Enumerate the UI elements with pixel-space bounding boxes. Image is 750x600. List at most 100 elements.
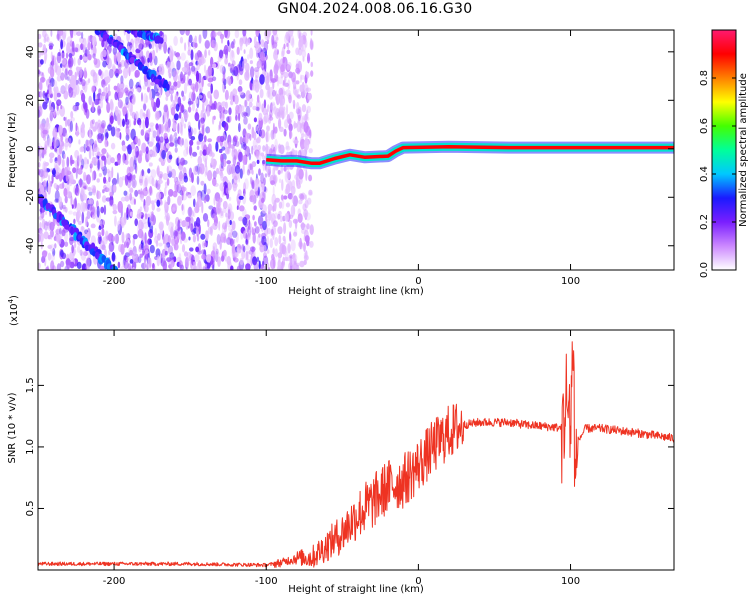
spectrogram-cell (281, 244, 287, 255)
spectrogram-cell (121, 144, 127, 152)
x-tick-label: 100 (561, 276, 580, 287)
spectrogram-cell (115, 72, 119, 79)
spectrogram-cell (175, 52, 181, 58)
spectrogram-cell (77, 210, 81, 218)
spectrogram-cell (291, 37, 295, 48)
spectrogram-cell (96, 189, 99, 200)
spectrogram-cell (203, 242, 208, 247)
spectrogram-cell (249, 163, 252, 171)
spectrogram-cell (162, 260, 167, 270)
spectrogram-cell (156, 192, 162, 201)
spectrogram-cell (102, 60, 107, 68)
spectrogram-cell (146, 86, 151, 93)
spectrogram-cell (42, 30, 47, 38)
spectrogram-cell (202, 30, 208, 39)
spectrogram-cell (259, 74, 265, 85)
spectrogram-cell (222, 158, 227, 168)
spectrogram-cell (176, 60, 181, 71)
spectrogram-cell (180, 157, 185, 166)
spectrogram-cell (151, 135, 155, 146)
spectrogram-cell (229, 115, 232, 122)
spectrogram-cell (174, 132, 178, 138)
spectrogram-cell (295, 262, 300, 267)
spectrogram-cell (113, 85, 118, 91)
spectrogram-cell (280, 263, 283, 270)
spectrogram-cell (204, 40, 210, 49)
spectrogram-cell (67, 63, 72, 68)
spectrogram-cell (179, 30, 185, 36)
spectrogram-cell (71, 244, 74, 254)
spectrogram-cell (172, 203, 178, 211)
spectrogram-cell (310, 70, 314, 77)
spectrogram-cell (188, 91, 194, 102)
spectrogram-cell (203, 183, 207, 195)
spectrogram-cell (112, 46, 118, 56)
spectrogram-cell (177, 228, 181, 240)
spectrogram-cell (275, 93, 280, 106)
spectrogram-cell (258, 168, 261, 176)
spectrogram-cell (261, 197, 265, 204)
snr-data-point (562, 428, 563, 429)
spectrogram-cell (262, 244, 267, 253)
spectrogram-cell (226, 237, 232, 245)
spectrogram-cell (295, 47, 300, 56)
spectrogram-cell (135, 36, 140, 42)
spectrogram-cell (202, 265, 206, 270)
spectrogram-cell (96, 190, 101, 200)
snr-data-point (418, 465, 419, 466)
spectrogram-cell (163, 124, 168, 132)
spectrogram-cell (126, 214, 129, 220)
spectrogram-cell (305, 250, 308, 260)
spectrogram-cell (229, 211, 235, 221)
spectrogram-cell (248, 101, 253, 108)
spectrogram-cell (251, 169, 254, 175)
spectrogram-cell (130, 128, 136, 141)
spectrogram-cell (200, 110, 204, 119)
spectrogram-cell (97, 122, 101, 134)
spectrogram-cell (279, 126, 284, 133)
spectrogram-cell (228, 196, 232, 201)
spectrogram-cell (310, 37, 313, 49)
spectrogram-cell (271, 34, 275, 46)
spectrogram-cell (48, 41, 54, 47)
spectrogram-cell (256, 136, 261, 144)
spectrogram-cell (189, 144, 192, 156)
spectrogram-cell (64, 206, 68, 213)
spectrogram-cell (181, 204, 184, 211)
spectrogram-cell (102, 189, 105, 194)
spectrogram-cell (200, 233, 206, 240)
spectrogram-cell (87, 35, 91, 47)
spectrogram-feature-cell (123, 21, 128, 29)
spectrogram-cell (254, 69, 260, 79)
spectrogram-cell (235, 232, 239, 243)
snr-data-point (578, 440, 579, 441)
spectrogram-cell (108, 241, 115, 252)
snr-data-point (433, 446, 434, 447)
spectrogram-cell (183, 238, 188, 243)
spectrogram-x-ticks: -200 -100 0 100 (103, 30, 580, 287)
spectrogram-cell (283, 91, 287, 96)
snr-y-label: SNR (10 * v/v) (7, 392, 18, 463)
spectrogram-cell (292, 100, 295, 105)
spectrogram-cell (80, 187, 85, 195)
spectrogram-cell (134, 147, 139, 152)
spectrogram-cell (300, 223, 306, 228)
spectrogram-cell (226, 160, 231, 165)
snr-data-point (479, 422, 480, 423)
spectrogram-cell (301, 133, 305, 138)
spectrogram-cell (258, 148, 261, 156)
spectrogram-cell (180, 137, 183, 148)
spectrogram-cell (38, 168, 41, 176)
spectrogram-cell (164, 121, 170, 131)
spectrogram-cell (158, 242, 163, 247)
spectrogram-cell (218, 220, 221, 231)
spectrogram-cell (149, 257, 152, 269)
spectrogram-cell (177, 219, 181, 232)
spectrogram-cell (145, 146, 149, 154)
snr-data-point (565, 397, 566, 398)
spectrogram-cell (109, 185, 114, 197)
spectrogram-cell (189, 247, 194, 252)
spectrogram-cell (174, 147, 178, 153)
spectrogram-cell (117, 261, 121, 269)
spectrogram-cell (46, 265, 50, 270)
